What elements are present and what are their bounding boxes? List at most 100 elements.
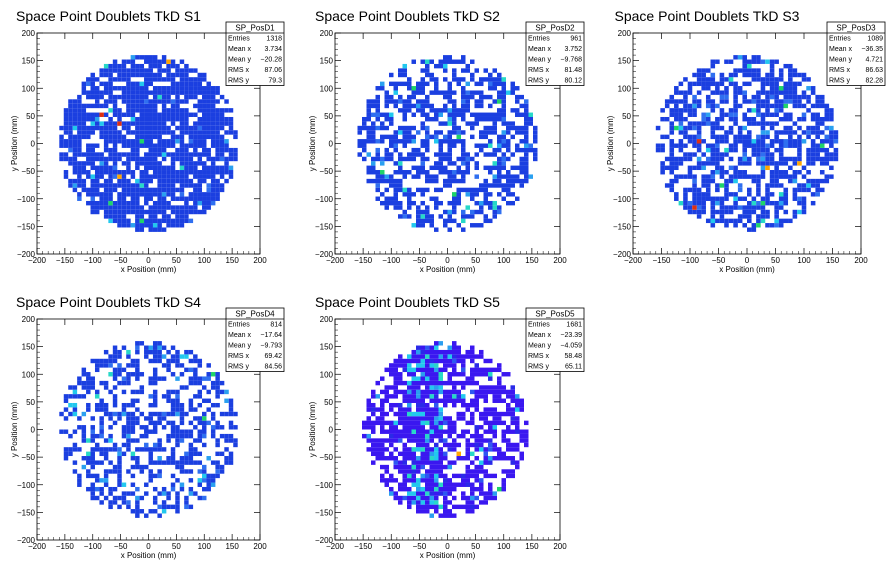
histogram-bin xyxy=(792,196,798,201)
histogram-bins xyxy=(59,341,238,518)
histogram-bin xyxy=(371,112,376,117)
histogram-bin xyxy=(126,218,131,224)
histogram-bin xyxy=(497,170,502,175)
histogram-bin xyxy=(434,90,439,95)
histogram-bin xyxy=(705,192,711,197)
histogram-bin xyxy=(94,394,100,399)
histogram-bin xyxy=(434,112,439,117)
histogram-bin xyxy=(474,394,479,399)
histogram-bin xyxy=(77,125,82,131)
y-tick-label: 100 xyxy=(22,84,36,93)
histogram-bin xyxy=(425,495,430,501)
histogram-bin xyxy=(719,205,725,210)
histogram-bin xyxy=(63,143,69,148)
histogram-bin xyxy=(90,196,95,201)
histogram-bin xyxy=(130,363,136,368)
histogram-bin xyxy=(135,513,140,518)
histogram-bin xyxy=(461,227,466,232)
histogram-bin xyxy=(86,385,91,390)
histogram-bin xyxy=(452,161,457,166)
histogram-bin xyxy=(801,77,807,82)
histogram-bin xyxy=(705,116,711,122)
histogram-bin xyxy=(188,183,194,188)
histogram-bin xyxy=(696,103,702,109)
histogram-bin xyxy=(456,451,461,457)
histogram-bin xyxy=(108,130,113,135)
histogram-bin xyxy=(425,134,430,140)
histogram-bin xyxy=(384,116,389,122)
histogram-bin xyxy=(447,442,452,448)
histogram-bin xyxy=(77,94,82,100)
histogram-bin xyxy=(701,86,706,91)
histogram-bin xyxy=(420,451,425,457)
histogram-bin xyxy=(219,425,225,430)
histogram-bin xyxy=(152,367,158,373)
histogram-bin xyxy=(420,90,425,95)
histogram-bin xyxy=(157,420,162,426)
histogram-bin xyxy=(425,125,430,131)
histogram-bin xyxy=(797,170,802,175)
histogram-bin xyxy=(402,192,407,197)
histogram-bin xyxy=(197,170,203,175)
histogram-bin xyxy=(112,59,118,64)
histogram-bin xyxy=(797,139,802,144)
histogram-bin xyxy=(407,205,412,210)
histogram-bin xyxy=(815,112,820,117)
histogram-bin xyxy=(215,99,220,104)
histogram-bin xyxy=(112,495,118,501)
histogram-bin xyxy=(769,174,775,179)
histogram-bin xyxy=(362,143,367,148)
histogram-bin xyxy=(184,504,189,510)
histogram-bin xyxy=(420,433,425,439)
histogram-bin xyxy=(152,398,158,403)
histogram-bin xyxy=(357,125,362,131)
x-tick-label: 50 xyxy=(771,256,780,265)
histogram-bin xyxy=(121,482,127,487)
histogram-bin xyxy=(371,451,376,457)
histogram-bin xyxy=(742,125,747,131)
histogram-bin xyxy=(90,416,95,421)
histogram-bin xyxy=(452,429,457,434)
histogram-bin xyxy=(705,183,711,188)
histogram-bin xyxy=(756,94,761,100)
histogram-bin xyxy=(202,411,207,417)
histogram-bin xyxy=(411,112,416,117)
histogram-bin xyxy=(202,416,207,421)
histogram-bin xyxy=(510,460,515,465)
stats-row-label: Mean y xyxy=(528,57,551,64)
histogram-bin xyxy=(506,121,511,126)
histogram-bin xyxy=(215,460,220,465)
histogram-bin xyxy=(157,116,162,122)
histogram-bin xyxy=(506,192,511,197)
histogram-bin xyxy=(483,165,488,171)
y-tick-label: 200 xyxy=(320,315,334,324)
histogram-bin xyxy=(792,209,798,215)
histogram-bin xyxy=(769,68,775,73)
histogram-bin xyxy=(144,94,149,100)
histogram-bin xyxy=(810,130,816,135)
histogram-bin xyxy=(715,139,720,144)
histogram-bin xyxy=(443,486,448,492)
histogram-bin xyxy=(715,183,720,188)
histogram-bin xyxy=(135,152,140,157)
histogram-bin xyxy=(411,460,416,465)
histogram-bin xyxy=(197,482,203,487)
histogram-bin xyxy=(438,354,443,359)
histogram-bin xyxy=(86,112,91,117)
histogram-bin xyxy=(219,121,225,126)
histogram-bin xyxy=(402,425,407,430)
histogram-bin xyxy=(148,509,153,514)
histogram-bin xyxy=(215,170,220,175)
histogram-bin xyxy=(166,130,171,135)
histogram-bin xyxy=(366,108,371,113)
stats-row-value: −17.64 xyxy=(260,332,282,339)
histogram-bin xyxy=(788,218,793,224)
histogram-bin xyxy=(108,86,113,91)
histogram-bin xyxy=(524,99,529,104)
histogram-bin xyxy=(224,108,229,113)
stats-row-label: Mean y xyxy=(228,57,251,64)
histogram-bin xyxy=(210,411,216,417)
histogram-bin xyxy=(420,486,425,492)
histogram-bin xyxy=(152,205,158,210)
histogram-bin xyxy=(68,147,73,153)
